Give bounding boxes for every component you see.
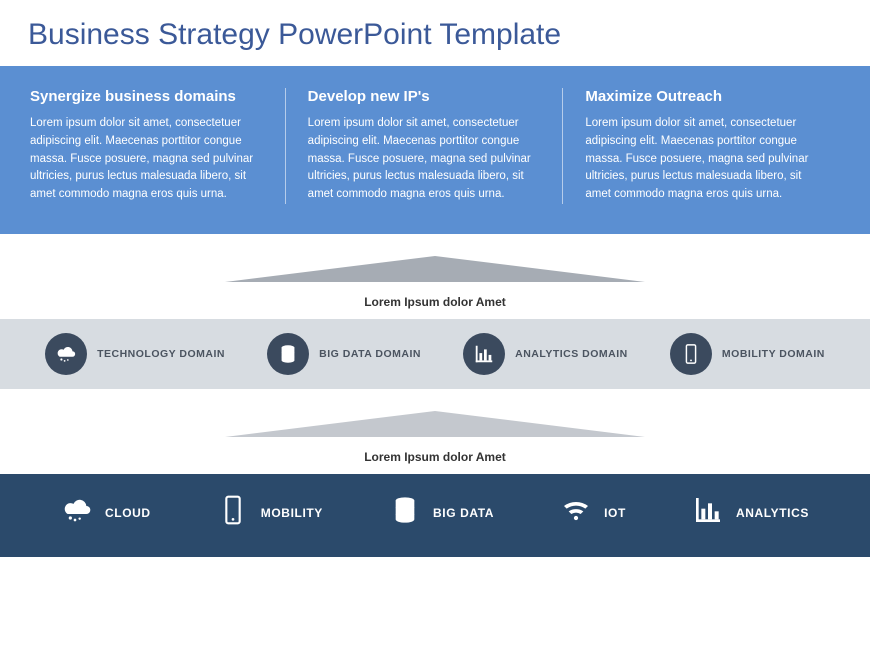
barchart-icon — [463, 333, 505, 375]
strategy-column-1: Synergize business domains Lorem ipsum d… — [30, 88, 286, 204]
tech-label: MOBILITY — [261, 506, 323, 520]
tech-item-iot: IOT — [560, 494, 626, 531]
phone-icon — [217, 494, 249, 531]
tech-item-cloud: CLOUD — [61, 494, 151, 531]
domain-item-technology: TECHNOLOGY DOMAIN — [45, 333, 225, 375]
col-body: Lorem ipsum dolor sit amet, consectetuer… — [308, 115, 541, 204]
tech-label: ANALYTICS — [736, 506, 809, 520]
domain-label: MOBILITY DOMAIN — [722, 348, 825, 360]
arrow-label: Lorem Ipsum dolor Amet — [0, 295, 870, 309]
cloud-icon — [45, 333, 87, 375]
slide-title: Business Strategy PowerPoint Template — [0, 0, 870, 66]
arrow-up-icon — [225, 256, 645, 282]
tech-label: BIG DATA — [433, 506, 494, 520]
arrow-block-lower: Lorem Ipsum dolor Amet — [0, 389, 870, 464]
domain-item-analytics: ANALYTICS DOMAIN — [463, 333, 628, 375]
tech-label: CLOUD — [105, 506, 151, 520]
col-body: Lorem ipsum dolor sit amet, consectetuer… — [30, 115, 263, 204]
domain-item-mobility: MOBILITY DOMAIN — [670, 333, 825, 375]
domain-band: TECHNOLOGY DOMAIN BIG DATA DOMAIN ANALYT… — [0, 319, 870, 389]
barchart-icon — [692, 494, 724, 531]
database-icon — [267, 333, 309, 375]
domain-item-bigdata: BIG DATA DOMAIN — [267, 333, 421, 375]
wifi-icon — [560, 494, 592, 531]
domain-label: ANALYTICS DOMAIN — [515, 348, 628, 360]
database-icon — [389, 494, 421, 531]
tech-item-analytics: ANALYTICS — [692, 494, 809, 531]
col-heading: Synergize business domains — [30, 88, 263, 105]
tech-label: IOT — [604, 506, 626, 520]
phone-icon — [670, 333, 712, 375]
cloud-icon — [61, 494, 93, 531]
col-heading: Maximize Outreach — [585, 88, 818, 105]
tech-item-mobility: MOBILITY — [217, 494, 323, 531]
technology-band: CLOUD MOBILITY BIG DATA IOT ANALYTICS — [0, 474, 870, 557]
arrow-block-upper: Lorem Ipsum dolor Amet — [0, 234, 870, 309]
arrow-label: Lorem Ipsum dolor Amet — [0, 450, 870, 464]
tech-item-bigdata: BIG DATA — [389, 494, 494, 531]
col-body: Lorem ipsum dolor sit amet, consectetuer… — [585, 115, 818, 204]
arrow-up-icon — [225, 411, 645, 437]
domain-label: BIG DATA DOMAIN — [319, 348, 421, 360]
strategy-column-3: Maximize Outreach Lorem ipsum dolor sit … — [563, 88, 840, 204]
top-banner: Synergize business domains Lorem ipsum d… — [0, 66, 870, 234]
domain-label: TECHNOLOGY DOMAIN — [97, 348, 225, 360]
col-heading: Develop new IP's — [308, 88, 541, 105]
strategy-column-2: Develop new IP's Lorem ipsum dolor sit a… — [286, 88, 564, 204]
